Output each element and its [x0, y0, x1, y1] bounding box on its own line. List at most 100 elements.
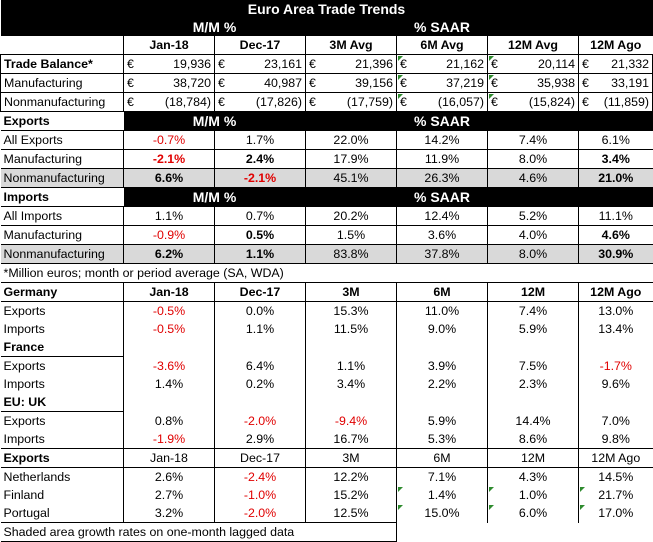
- row-label: All Exports: [0, 130, 124, 150]
- value-cell: 14.2%: [396, 130, 488, 150]
- balance-value: 23,161: [264, 57, 302, 71]
- table-row: Nonmanufacturing 6.2% 1.1% 83.8% 37.8% 8.0% 30…: [0, 244, 653, 264]
- footnote: *Million euros; month or period average …: [0, 263, 653, 283]
- currency-symbol: €: [400, 76, 407, 90]
- value-cell: 3.6%: [396, 225, 488, 245]
- value-cell: 2.7%: [123, 486, 215, 504]
- value-cell: 3.2%: [123, 504, 215, 523]
- value-cell: 14.5%: [577, 467, 653, 486]
- row-label: All Imports: [0, 206, 124, 226]
- value-cell: 5.2%: [487, 206, 579, 226]
- value-cell: 1.4%: [396, 486, 488, 504]
- mm-header: M/M %: [123, 111, 306, 131]
- col-header: [487, 338, 579, 357]
- col-header: [487, 393, 579, 412]
- value-cell: 3.9%: [396, 356, 488, 375]
- value-cell: 9.0%: [396, 320, 488, 338]
- value-cell: 26.3%: [396, 168, 488, 188]
- table-row: Imports -0.5% 1.1% 11.5% 9.0% 5.9% 13.4%: [1, 320, 653, 338]
- balance-cell: €19,936: [123, 54, 215, 74]
- table-row: Finland 2.7% -1.0% 15.2% 1.4% 1.0% 21.7%: [1, 486, 653, 504]
- balance-value: 21,396: [355, 57, 393, 71]
- value-cell: 2.6%: [123, 467, 215, 486]
- row-label: Nonmanufacturing: [0, 92, 124, 112]
- table-row: Manufacturing €38,720 €40,987 €39,156 €37,21…: [0, 73, 653, 93]
- col-header: [123, 393, 215, 412]
- table-row: Imports 1.4% 0.2% 3.4% 2.2% 2.3% 9.6%: [1, 375, 653, 393]
- value-cell: 8.0%: [487, 244, 579, 264]
- value-cell: 14.4%: [487, 411, 579, 430]
- value-cell: 3.4%: [577, 149, 653, 169]
- col-header: [305, 393, 397, 412]
- balance-cell: €35,938: [487, 73, 579, 93]
- col-header: 3M Avg: [305, 36, 397, 55]
- value-cell: 1.1%: [123, 206, 215, 226]
- balance-cell: € (17,759): [305, 92, 397, 112]
- value-cell: 4.6%: [577, 225, 653, 245]
- value-cell: 11.5%: [305, 320, 397, 338]
- balance-value: (16,057): [437, 95, 484, 109]
- balance-cell: € (15,824): [487, 92, 579, 112]
- row-label: Netherlands: [3, 470, 71, 484]
- col-header: Jan-18: [123, 448, 215, 468]
- value-cell: 1.1%: [305, 356, 397, 375]
- balance-value: (18,784): [164, 95, 211, 109]
- currency-symbol: €: [309, 57, 316, 71]
- row-label: Exports: [3, 359, 46, 373]
- saar-header: % SAAR: [305, 111, 579, 131]
- value-cell: 4.6%: [487, 168, 579, 188]
- balance-cell: €38,720: [123, 73, 215, 93]
- value-cell: -0.7%: [123, 130, 215, 150]
- exports-section: All Exports -0.7% 1.7% 22.0% 14.2% 7.4% 6.1% Ma…: [0, 130, 653, 188]
- col-header: [577, 338, 653, 357]
- currency-symbol: €: [127, 76, 134, 90]
- col-header: [577, 393, 653, 412]
- value-cell: 4.3%: [487, 467, 579, 486]
- value-cell: -0.5%: [123, 320, 215, 338]
- col-header: 12M Ago: [577, 448, 653, 468]
- value-cell: 6.2%: [123, 244, 215, 264]
- value-cell: 12.5%: [305, 504, 397, 523]
- currency-symbol: €: [309, 95, 316, 109]
- balance-value: 19,936: [173, 57, 211, 71]
- value-cell: 7.5%: [487, 356, 579, 375]
- export-dest-label: Exports: [0, 448, 124, 468]
- country-name: EU: UK: [0, 393, 124, 412]
- balance-cell: €39,156: [305, 73, 397, 93]
- value-cell: -2.0%: [214, 411, 306, 430]
- value-cell: 13.0%: [577, 301, 653, 320]
- table-row: Nonmanufacturing 6.6% -2.1% 45.1% 26.3% 4.6% 2…: [0, 168, 653, 188]
- col-header: 6M: [396, 282, 488, 302]
- currency-symbol: €: [582, 76, 589, 90]
- value-cell: 5.9%: [487, 320, 579, 338]
- table-row: Manufacturing -2.1% 2.4% 17.9% 11.9% 8.0% 3.4%: [0, 149, 653, 169]
- row-label: Imports: [3, 322, 45, 336]
- value-cell: -2.4%: [214, 467, 306, 486]
- country-name: France: [0, 338, 124, 357]
- value-cell: 7.0%: [577, 411, 653, 430]
- balance-value: 21,332: [611, 57, 650, 71]
- value-cell: 15.3%: [305, 301, 397, 320]
- currency-symbol: €: [218, 95, 225, 109]
- balance-cell: €21,332: [577, 54, 653, 74]
- row-label: Imports: [3, 432, 45, 446]
- export-destinations-section: Exports Jan-18 Dec-17 3M 6M 12M 12M Ago Netherl…: [0, 448, 653, 523]
- value-cell: 7.1%: [396, 467, 488, 486]
- balance-value: 33,191: [611, 76, 650, 90]
- balance-cell: €21,396: [305, 54, 397, 74]
- saar-header: % SAAR: [305, 187, 579, 207]
- value-cell: 12.4%: [396, 206, 488, 226]
- col-header: 12M Avg: [487, 36, 579, 55]
- value-cell: 15.2%: [305, 486, 397, 504]
- value-cell: 30.9%: [577, 244, 653, 264]
- value-cell: 13.4%: [577, 320, 653, 338]
- imports-section: All Imports 1.1% 0.7% 20.2% 12.4% 5.2% 11.1% Ma…: [0, 206, 653, 264]
- currency-symbol: €: [491, 95, 498, 109]
- balance-value: 20,114: [538, 57, 575, 71]
- value-cell: 0.5%: [214, 225, 306, 245]
- row-label: Manufacturing: [0, 149, 124, 169]
- value-cell: -2.1%: [123, 149, 215, 169]
- table-row: All Exports -0.7% 1.7% 22.0% 14.2% 7.4% 6.1%: [0, 130, 653, 150]
